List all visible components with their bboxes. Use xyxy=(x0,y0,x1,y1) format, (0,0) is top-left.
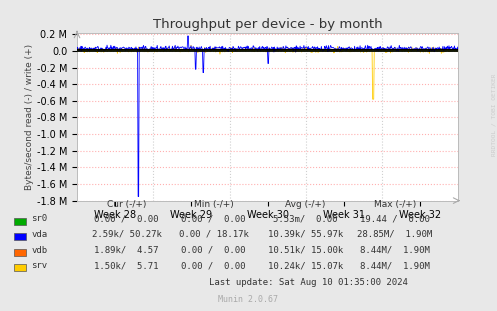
Text: 0.00 /  0.00: 0.00 / 0.00 xyxy=(181,261,246,270)
Text: RRDTOOL / TOBI OETIKER: RRDTOOL / TOBI OETIKER xyxy=(491,74,496,156)
Y-axis label: Bytes/second read (-) / write (+): Bytes/second read (-) / write (+) xyxy=(25,44,34,190)
Text: 8.44M/  1.90M: 8.44M/ 1.90M xyxy=(360,261,430,270)
Text: 1.89k/  4.57: 1.89k/ 4.57 xyxy=(94,245,159,254)
Text: Max (-/+): Max (-/+) xyxy=(374,200,416,209)
Text: vdb: vdb xyxy=(31,245,47,254)
Text: vda: vda xyxy=(31,230,47,239)
Text: Last update: Sat Aug 10 01:35:00 2024: Last update: Sat Aug 10 01:35:00 2024 xyxy=(209,278,408,287)
Text: 19.44 /  0.00: 19.44 / 0.00 xyxy=(360,214,430,223)
Text: sr0: sr0 xyxy=(31,214,47,223)
Text: 10.24k/ 15.07k: 10.24k/ 15.07k xyxy=(268,261,343,270)
Text: 28.85M/  1.90M: 28.85M/ 1.90M xyxy=(357,230,433,239)
Text: Cur (-/+): Cur (-/+) xyxy=(107,200,147,209)
Text: 0.00 /  0.00: 0.00 / 0.00 xyxy=(181,245,246,254)
Text: 10.51k/ 15.00k: 10.51k/ 15.00k xyxy=(268,245,343,254)
Text: Avg (-/+): Avg (-/+) xyxy=(285,200,326,209)
Text: 0.00 /  0.00: 0.00 / 0.00 xyxy=(94,214,159,223)
Text: 0.00 / 18.17k: 0.00 / 18.17k xyxy=(179,230,248,239)
Text: Min (-/+): Min (-/+) xyxy=(194,200,234,209)
Text: Munin 2.0.67: Munin 2.0.67 xyxy=(219,295,278,304)
Text: 0.00 /  0.00: 0.00 / 0.00 xyxy=(181,214,246,223)
Text: 5.53m/  0.00: 5.53m/ 0.00 xyxy=(273,214,338,223)
Text: 10.39k/ 55.97k: 10.39k/ 55.97k xyxy=(268,230,343,239)
Title: Throughput per device - by month: Throughput per device - by month xyxy=(153,18,383,31)
Text: 8.44M/  1.90M: 8.44M/ 1.90M xyxy=(360,245,430,254)
Text: srv: srv xyxy=(31,261,47,270)
Text: 2.59k/ 50.27k: 2.59k/ 50.27k xyxy=(92,230,162,239)
Text: 1.50k/  5.71: 1.50k/ 5.71 xyxy=(94,261,159,270)
